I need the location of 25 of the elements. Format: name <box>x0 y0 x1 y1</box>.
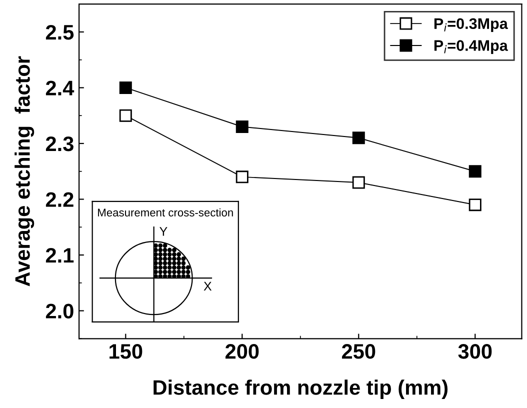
point <box>236 170 248 184</box>
point <box>119 109 132 122</box>
legend-label: P$_{i}$=0.4Mpa <box>434 40 508 54</box>
y-tick-label: 2.5 <box>46 24 74 40</box>
x-tick-label: 300 <box>458 344 492 359</box>
y-tick-label: 2.3 <box>46 136 74 152</box>
x-tick-label: 250 <box>342 344 376 359</box>
y-tick-label: 2.0 <box>46 304 74 319</box>
point <box>352 132 365 144</box>
annotation: Y <box>160 227 168 236</box>
x-tick-label: 200 <box>225 344 259 359</box>
point <box>468 198 482 212</box>
point <box>352 176 365 189</box>
point <box>468 165 482 178</box>
point <box>119 81 132 94</box>
y-axis-title: Average etching factor <box>14 56 34 286</box>
point <box>236 120 248 133</box>
y-tick-label: 2.2 <box>46 192 74 207</box>
y-tick-label: 2.1 <box>46 248 74 263</box>
annotation: Measurement cross-section <box>98 208 233 216</box>
y-tick-label: 2.4 <box>46 80 74 96</box>
x-tick-label: 150 <box>110 344 142 359</box>
legend-label: P$_{i}$=0.3Mpa <box>434 18 508 32</box>
x-axis-title: Distance from nozzle tip (mm) <box>154 380 448 400</box>
annotation: X <box>204 282 212 290</box>
